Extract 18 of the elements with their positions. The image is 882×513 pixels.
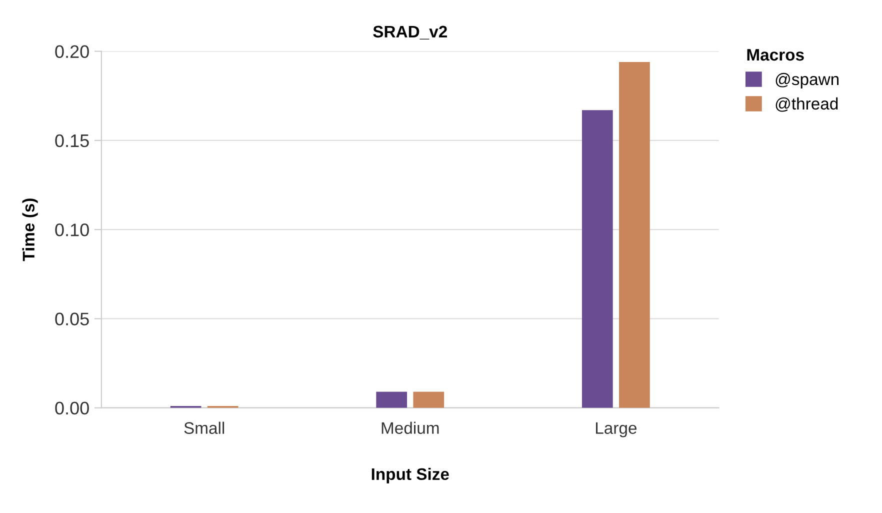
x-axis-title: Input Size xyxy=(372,468,449,484)
bar xyxy=(376,392,408,408)
y-tick-label: 0.10 xyxy=(55,224,89,236)
x-tick-label: Medium xyxy=(382,422,439,434)
bar xyxy=(619,62,650,408)
legend-label: @thread xyxy=(776,97,838,112)
y-tick-label: 0.15 xyxy=(55,134,89,148)
chart-title: SRAD_v2 xyxy=(373,26,447,40)
legend-label: @spawn xyxy=(776,72,839,88)
bar xyxy=(582,110,613,408)
y-tick-label: 0.20 xyxy=(55,45,89,58)
y-tick-label: 0.00 xyxy=(55,402,89,415)
bar xyxy=(413,392,444,408)
x-tick-label: Small xyxy=(184,422,224,434)
y-axis-title: Time (s) xyxy=(22,198,38,262)
y-tick-label: 0.05 xyxy=(55,312,89,326)
x-tick-label: Large xyxy=(596,422,637,438)
legend-title: Macros xyxy=(747,49,804,61)
